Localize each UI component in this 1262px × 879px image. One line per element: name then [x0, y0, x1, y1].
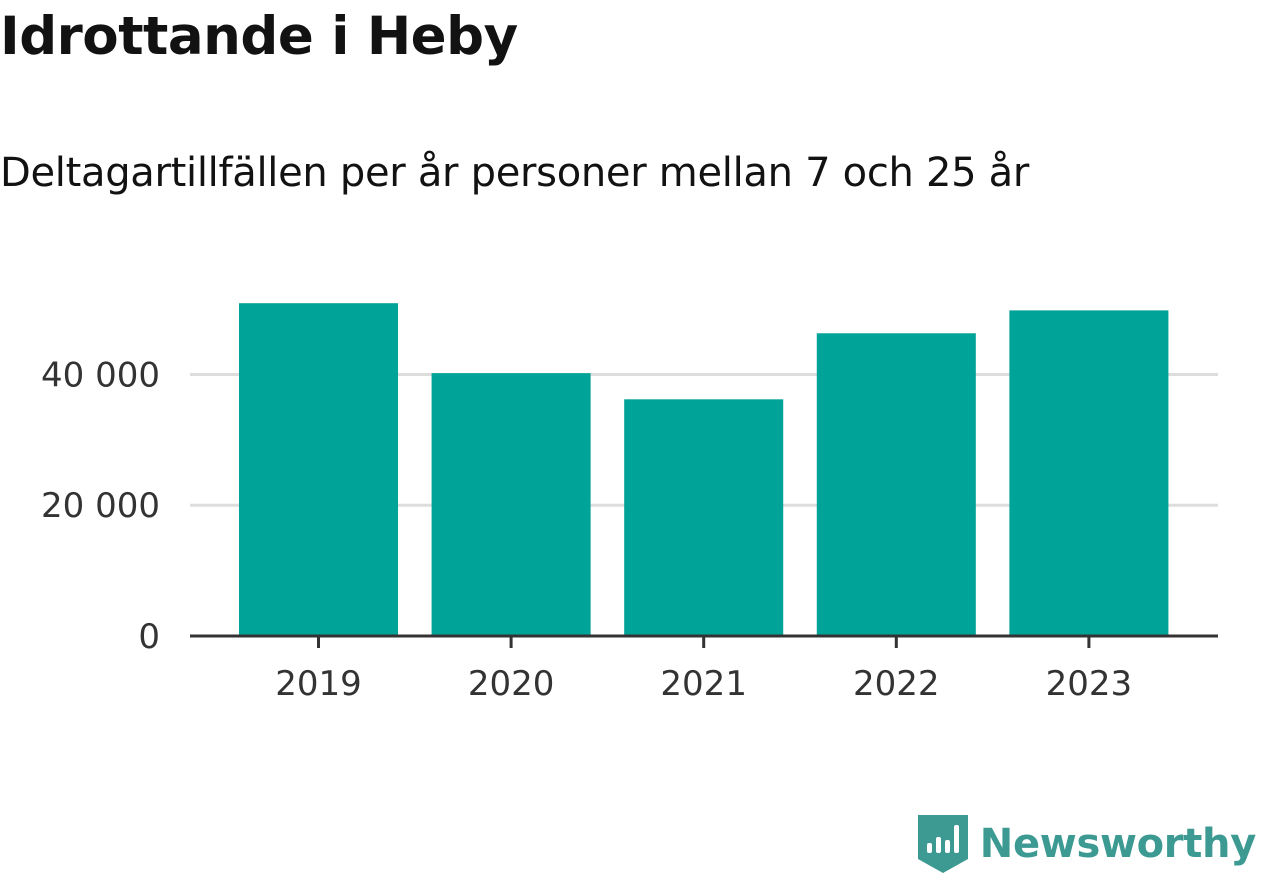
y-tick-label: 40 000 [41, 355, 160, 395]
chart-subtitle: Deltagartillfällen per år personer mella… [0, 150, 1030, 196]
x-tick-label: 2020 [468, 664, 555, 704]
y-tick-labels: 0 20 000 40 000 [41, 355, 160, 657]
chart-title: Idrottande i Heby [0, 6, 518, 67]
brand-footer: Newsworthy [917, 815, 1257, 873]
x-tick-label: 2023 [1046, 664, 1133, 704]
bar-2019 [238, 303, 399, 636]
x-tick-label: 2021 [660, 664, 747, 704]
newsworthy-logo-icon [917, 815, 968, 873]
bar-2022 [816, 333, 976, 636]
x-tick-label: 2022 [853, 664, 940, 704]
y-tick-label: 20 000 [41, 486, 160, 526]
x-tick-labels: 2019 2020 2021 2022 2023 [275, 664, 1132, 704]
bar-2023 [1009, 310, 1169, 636]
brand-name: Newsworthy [979, 821, 1257, 867]
x-axis [190, 634, 1218, 648]
bar-2020 [431, 373, 591, 636]
x-tick-label: 2019 [275, 664, 362, 704]
bar-2021 [624, 399, 784, 636]
bars [238, 303, 1169, 636]
y-tick-label: 0 [138, 617, 160, 657]
